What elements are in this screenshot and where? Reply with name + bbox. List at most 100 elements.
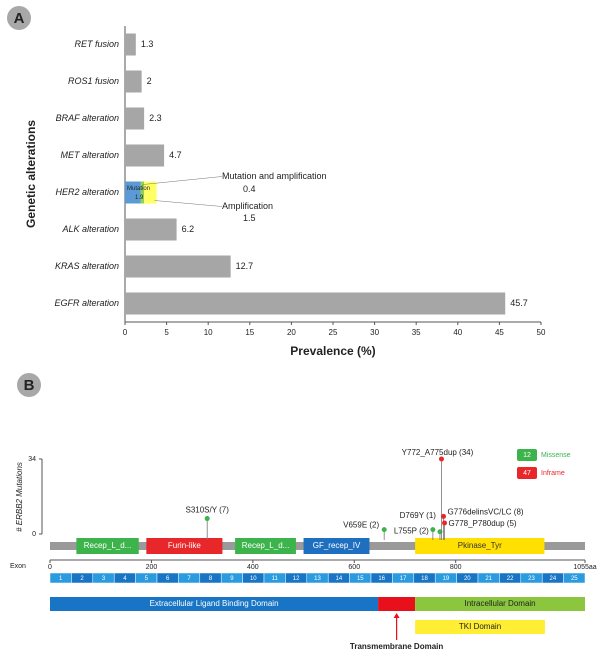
- exon-number: 11: [272, 576, 279, 582]
- bar: [125, 255, 231, 278]
- region-label: Extracellular Ligand Binding Domain: [150, 599, 279, 608]
- panel-label: B: [24, 377, 35, 394]
- y-tick-label: EGFR alteration: [54, 298, 119, 308]
- domain-label: Pkinase_Tyr: [458, 541, 502, 550]
- legend-swatch: [517, 449, 537, 461]
- x-tick-label: 400: [247, 564, 259, 571]
- annotation-leader: [154, 200, 223, 207]
- x-tick-label: 1055aa: [573, 564, 596, 571]
- domain: [235, 538, 296, 554]
- domain: [415, 538, 545, 554]
- mutation-label: D769Y (1): [400, 511, 437, 520]
- exon-number: 16: [378, 576, 385, 582]
- region: [415, 597, 585, 611]
- exon-number: 5: [145, 576, 149, 582]
- x-tick-label: 45: [495, 328, 504, 337]
- panel-badge: [7, 6, 31, 30]
- mutation-label: Y772_A775dup (34): [402, 448, 474, 457]
- segment-value: 0.4: [243, 184, 256, 194]
- x-tick-label: 50: [537, 328, 546, 337]
- segment-name: Mutation: [127, 186, 150, 192]
- region-label: TKI Domain: [459, 622, 501, 631]
- y-tick-label: 0: [32, 531, 36, 538]
- exon-number: 20: [464, 576, 471, 582]
- segment-name: Amplification: [222, 201, 273, 211]
- value-label: 12.7: [236, 261, 254, 271]
- x-tick-label: 0: [123, 328, 128, 337]
- segment-name: Mutation and amplification: [222, 171, 327, 181]
- legend-label: Missense: [541, 452, 571, 459]
- mutation-label: L755P (2): [394, 527, 429, 536]
- bar: [125, 70, 142, 93]
- stacked-bar-segment: [144, 181, 157, 204]
- y-axis-title: # ERBB2 Mutations: [15, 462, 24, 532]
- bar: [125, 144, 165, 167]
- panel-label: A: [14, 10, 25, 27]
- segment-value: 1.5: [243, 213, 256, 223]
- lollipop-head: [204, 516, 210, 522]
- value-label: 1.3: [141, 39, 154, 49]
- lollipop-head: [438, 456, 444, 462]
- region-label: Intracellular Domain: [464, 599, 535, 608]
- x-tick-label: 200: [146, 564, 158, 571]
- exon-number: 24: [550, 576, 557, 582]
- lollipop-head: [441, 513, 447, 519]
- legend-swatch: [517, 467, 537, 479]
- exon-number: 3: [102, 576, 106, 582]
- y-axis-title: Genetic alterations: [24, 120, 38, 228]
- exon-number: 1: [59, 576, 63, 582]
- exon-number: 17: [400, 576, 407, 582]
- x-tick-label: 35: [412, 328, 421, 337]
- exon-number: 6: [166, 576, 170, 582]
- value-label: 45.7: [510, 298, 528, 308]
- y-tick-label: HER2 alteration: [55, 187, 119, 197]
- region: [50, 597, 379, 611]
- value-label: 2.3: [149, 113, 162, 123]
- lollipop-head: [430, 527, 436, 533]
- domain: [76, 538, 139, 554]
- stacked-bar-segment: [140, 181, 145, 204]
- x-tick-label: 20: [287, 328, 296, 337]
- legend-count: 47: [523, 470, 531, 477]
- x-tick-label: 30: [370, 328, 379, 337]
- domain: [303, 538, 370, 554]
- exon-number: 19: [443, 576, 450, 582]
- y-tick-label: 34: [28, 456, 36, 463]
- exon-number: 21: [485, 576, 492, 582]
- domain-label: Recep_L_d...: [84, 541, 132, 550]
- mutation-label: V659E (2): [343, 521, 379, 530]
- x-tick-label: 5: [164, 328, 169, 337]
- exon-number: 10: [250, 576, 257, 582]
- domain: [146, 538, 223, 554]
- y-tick-label: BRAF alteration: [56, 113, 119, 123]
- y-tick-label: RET fusion: [74, 39, 119, 49]
- exon-number: 15: [357, 576, 364, 582]
- legend-count: 12: [523, 452, 531, 459]
- exon-number: 22: [507, 576, 514, 582]
- mutation-label: G778_P780dup (5): [449, 519, 517, 528]
- exon-number: 4: [123, 576, 127, 582]
- y-tick-label: ALK alteration: [61, 224, 119, 234]
- x-tick-label: 25: [329, 328, 338, 337]
- domain-label: Furin-like: [168, 541, 201, 550]
- exon: [563, 572, 586, 584]
- x-tick-label: 800: [450, 564, 462, 571]
- exon-number: 18: [421, 576, 428, 582]
- exon-number: 7: [187, 576, 191, 582]
- x-tick-label: 0: [48, 564, 52, 571]
- value-label: 4.7: [169, 150, 182, 160]
- annotation-leader: [143, 176, 223, 185]
- lollipop-head: [442, 520, 448, 526]
- x-tick-label: 40: [453, 328, 462, 337]
- x-tick-label: 600: [348, 564, 360, 571]
- region: [415, 620, 545, 634]
- exon-number: 2: [80, 576, 84, 582]
- legend-label: Inframe: [541, 470, 565, 477]
- exon-number: 12: [293, 576, 300, 582]
- bar: [125, 292, 506, 315]
- segment-value: 1.9: [135, 195, 144, 201]
- bar: [125, 218, 177, 241]
- exon-number: 8: [209, 576, 213, 582]
- panel-badge: [17, 373, 41, 397]
